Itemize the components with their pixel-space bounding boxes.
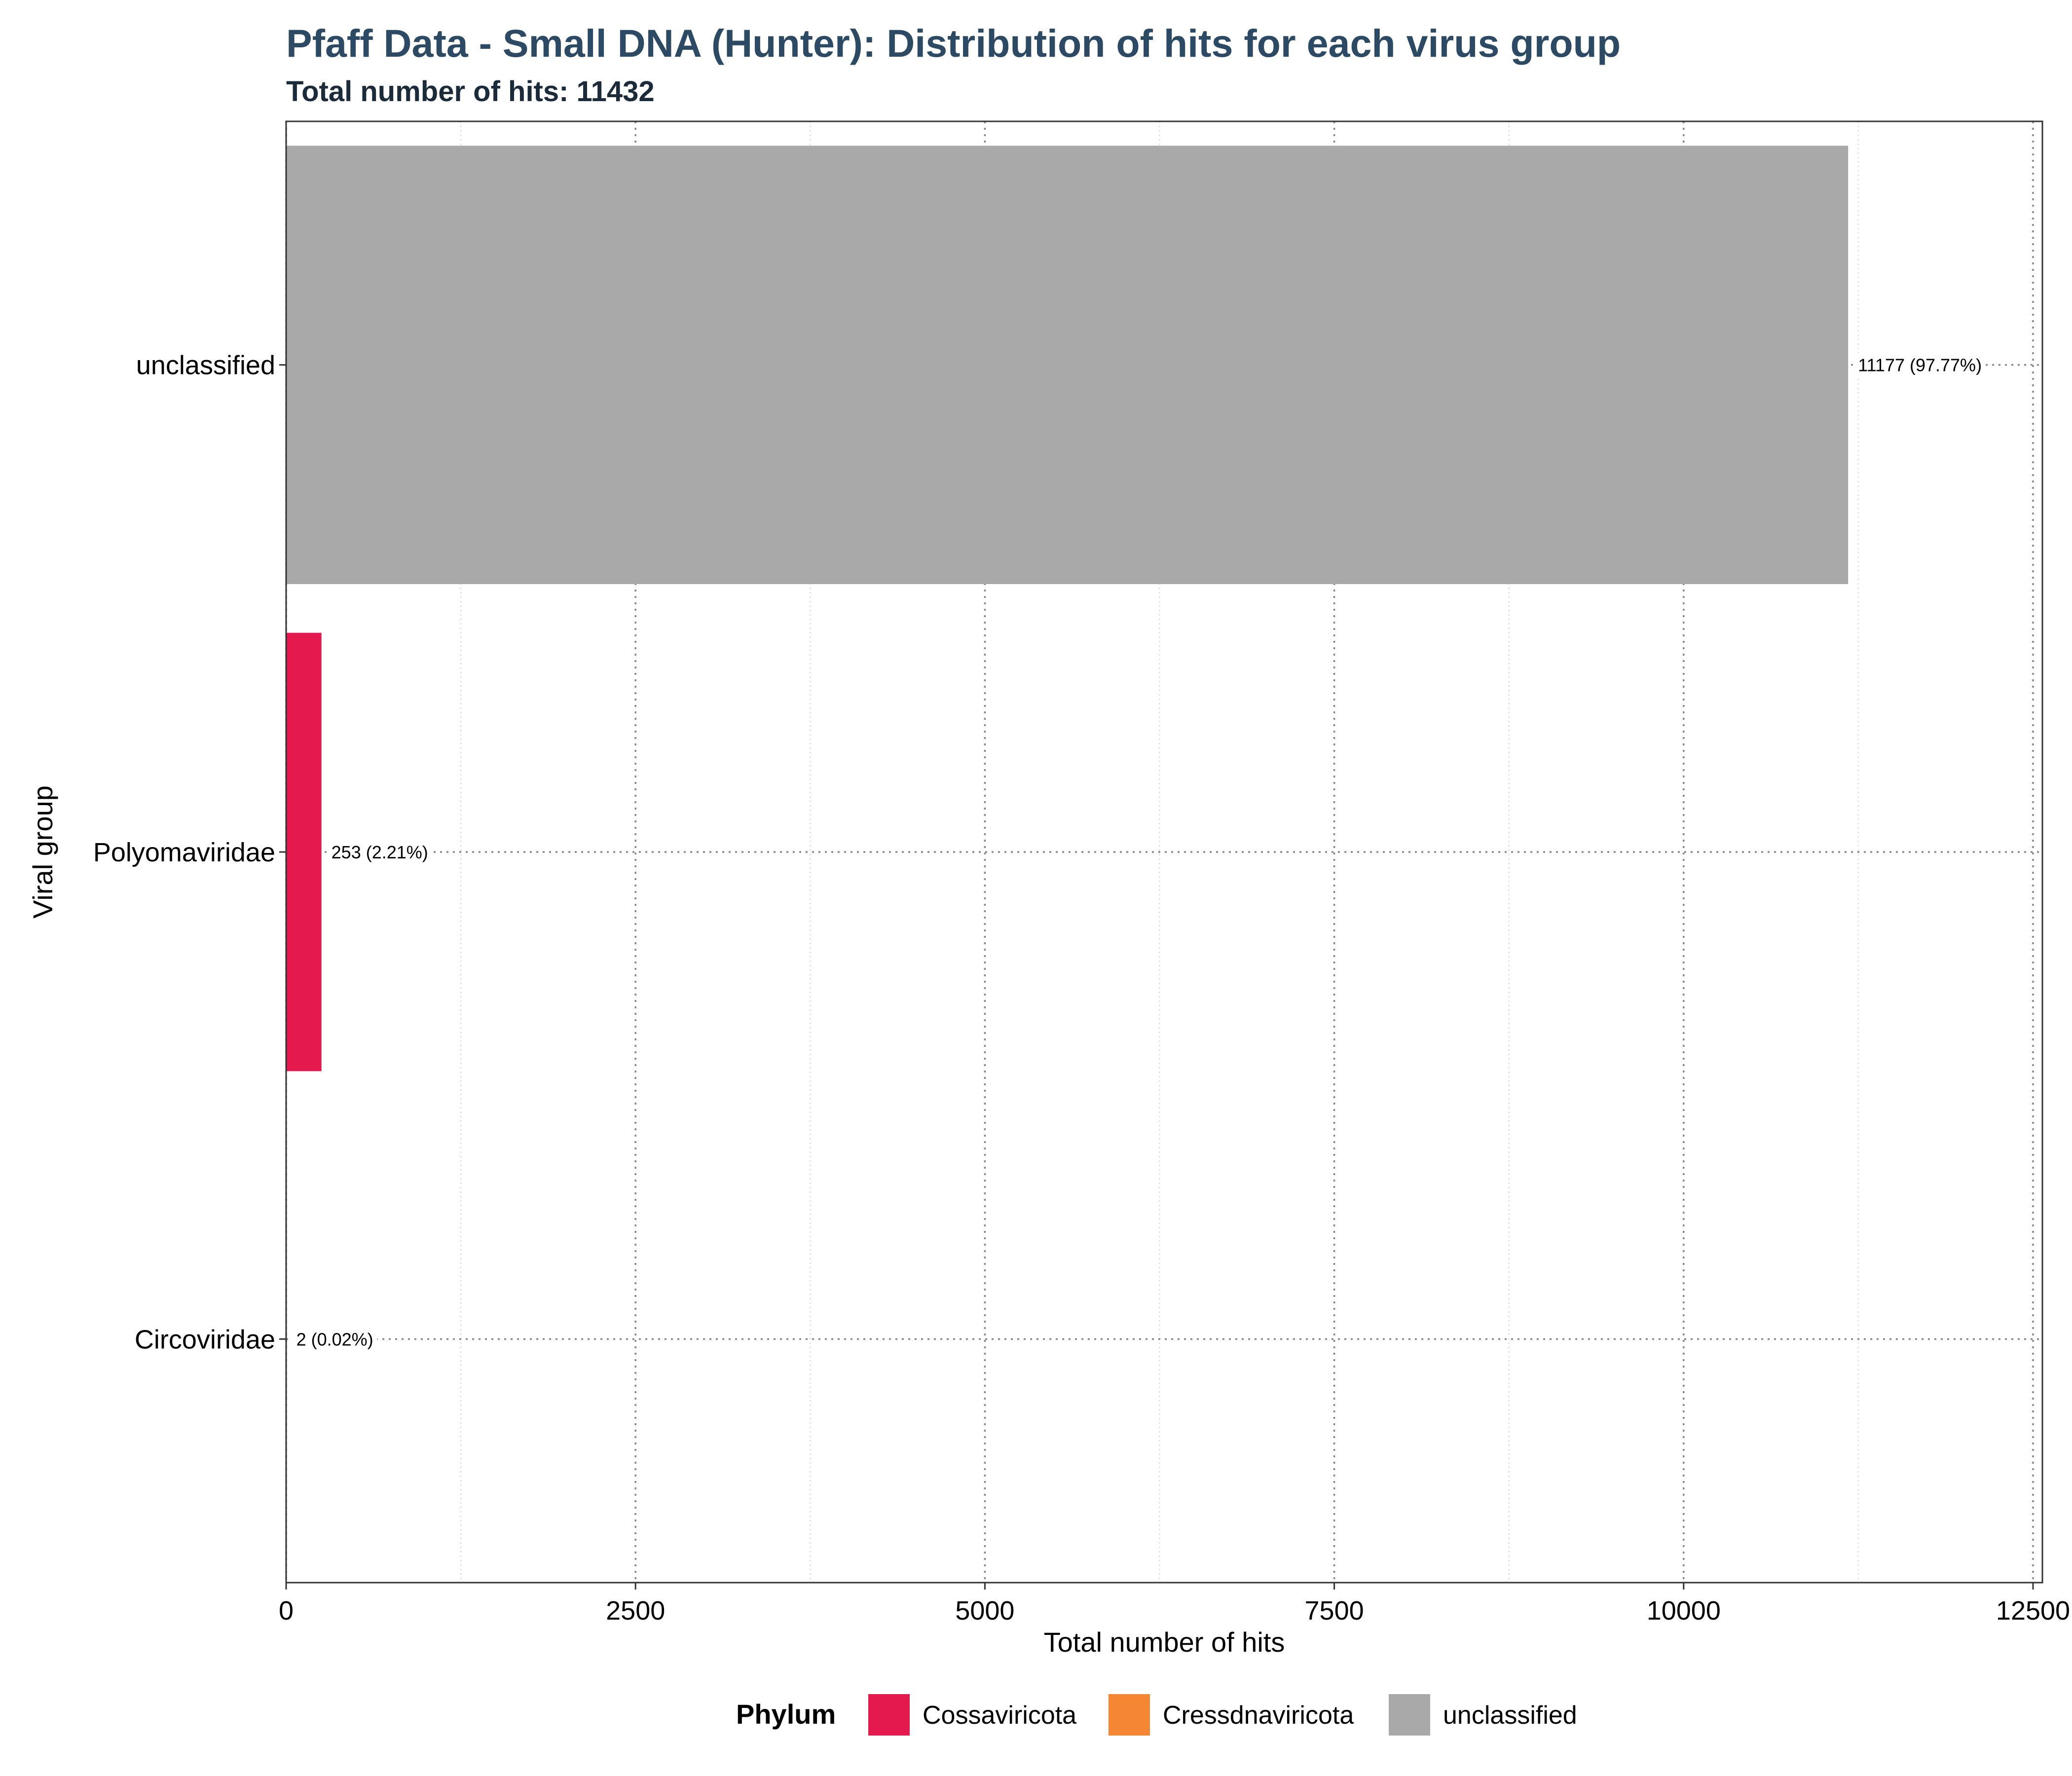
x-tick-label: 2500: [606, 1596, 665, 1626]
bar-label-background: [327, 840, 432, 864]
x-tick-label: 0: [279, 1596, 294, 1626]
bar-label-circoviridae: 2 (0.02%): [296, 1329, 373, 1349]
x-tick-label: 7500: [1305, 1596, 1364, 1626]
bar-labels: 11177 (97.77%) 253 (2.21%) 2 (0.02%): [292, 353, 1986, 1351]
legend-swatch: [868, 1694, 910, 1736]
bar-label-background: [1854, 353, 1986, 377]
legend-title: Phylum: [736, 1699, 836, 1730]
y-tick-label: Polyomaviridae: [93, 838, 275, 867]
y-tick-label: Circoviridae: [135, 1325, 275, 1354]
x-tick-label: 12500: [1996, 1596, 2070, 1626]
bar-polyomaviridae: [286, 632, 322, 1072]
legend-label: Cressdnaviricota: [1163, 1701, 1354, 1730]
bar-label-background: [292, 1327, 377, 1351]
legend-swatch: [1109, 1694, 1150, 1736]
x-tick-label: 5000: [955, 1596, 1014, 1626]
legend: Phylum Cossaviricota Cressdnaviricota uncl…: [736, 1694, 1577, 1736]
bars: [286, 146, 1849, 1558]
legend-label: Cossaviricota: [923, 1701, 1076, 1730]
y-axis-ticks: unclassified Polyomaviridae Circoviridae: [93, 351, 286, 1354]
x-axis-ticks: 0 2500 5000 7500 10000 12500: [279, 1583, 2070, 1626]
legend-items: Cossaviricota Cressdnaviricota unclassifie…: [868, 1694, 1577, 1736]
y-tick-label: unclassified: [136, 351, 275, 380]
x-axis-title: Total number of hits: [1044, 1627, 1285, 1658]
legend-label: unclassified: [1443, 1701, 1577, 1730]
bar-label-polyomaviridae: 253 (2.21%): [332, 842, 428, 862]
chart-title: Pfaff Data - Small DNA (Hunter): Distrib…: [286, 21, 1621, 65]
legend-swatch: [1389, 1694, 1430, 1736]
chart-subtitle: Total number of hits: 11432: [286, 75, 655, 108]
x-tick-label: 10000: [1647, 1596, 1721, 1626]
y-axis-title: Viral group: [27, 785, 58, 919]
bar-label-unclassified: 11177 (97.77%): [1858, 355, 1982, 375]
bar-unclassified: [286, 146, 1849, 584]
